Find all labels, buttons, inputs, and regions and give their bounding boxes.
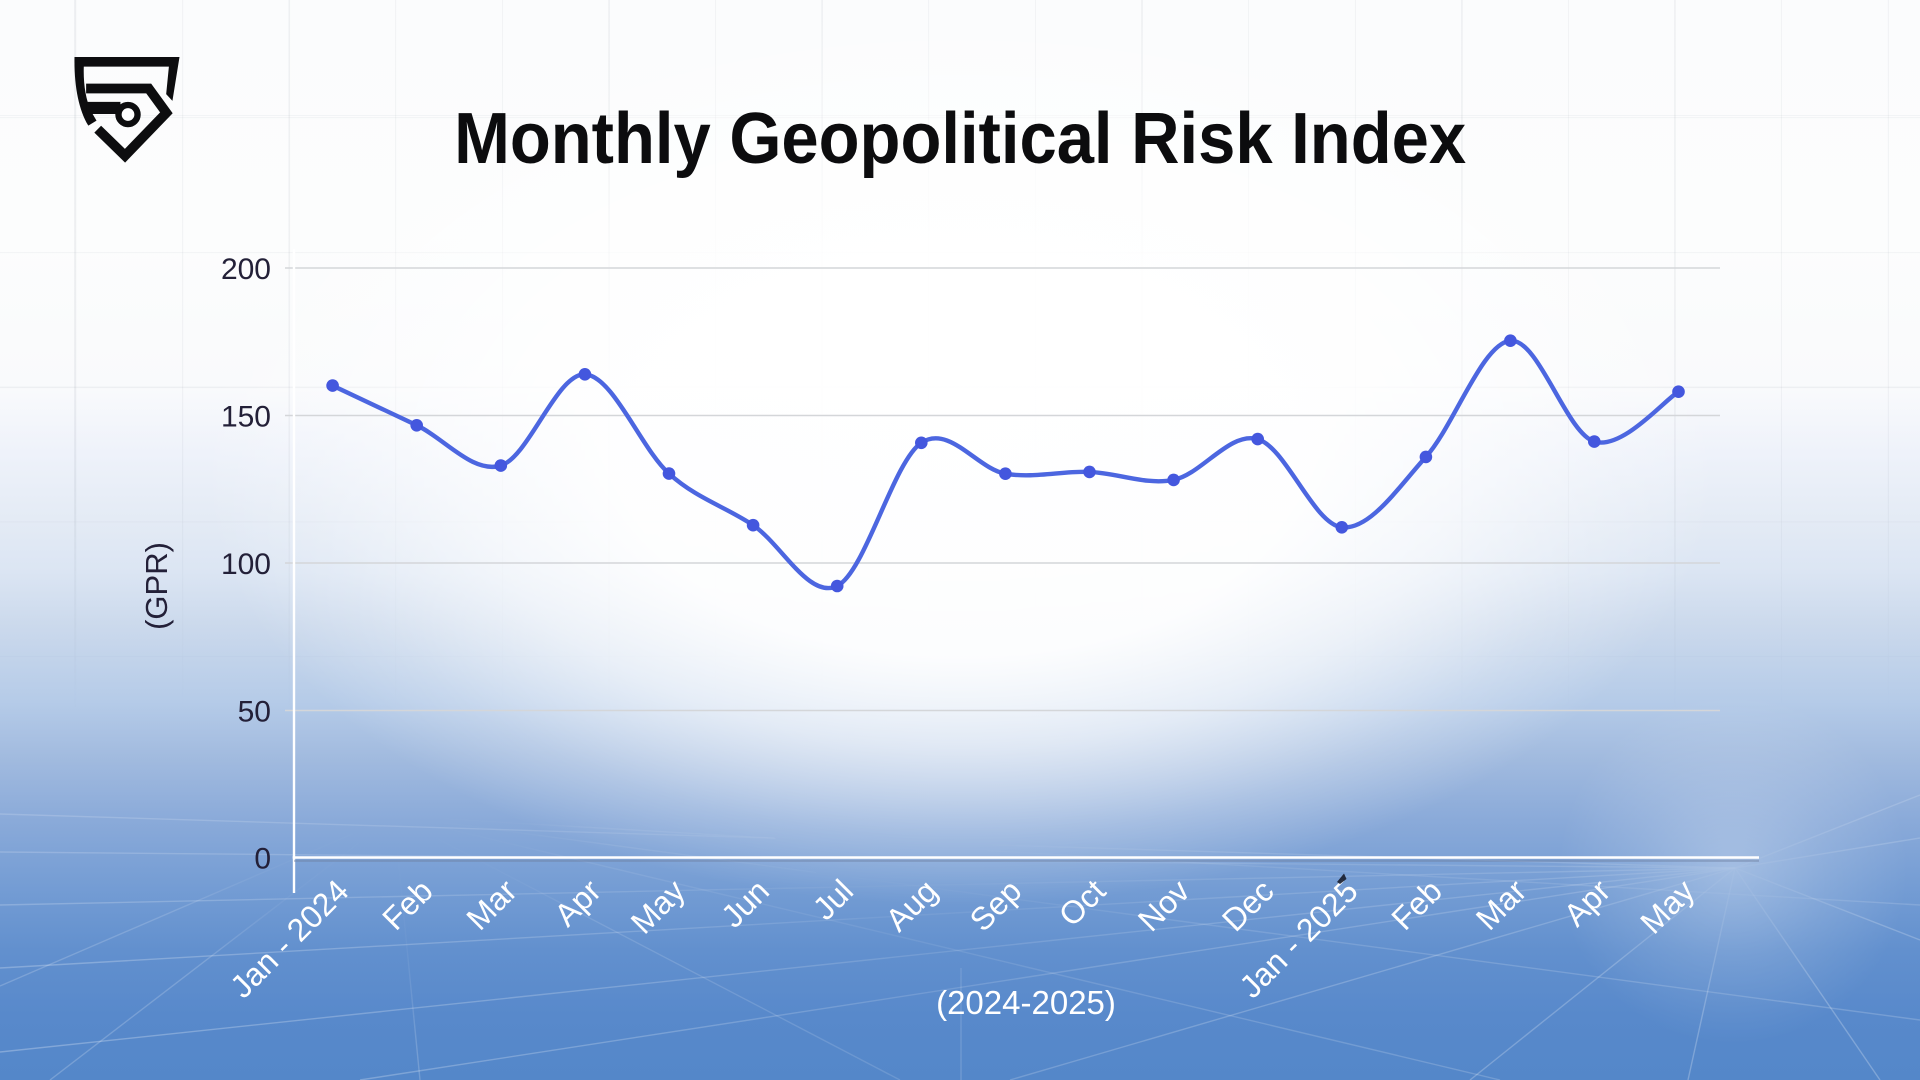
- svg-text:200: 200: [221, 253, 271, 286]
- svg-text:Sep: Sep: [963, 872, 1029, 938]
- svg-text:50: 50: [238, 696, 271, 729]
- svg-text:100: 100: [221, 548, 271, 581]
- svg-text:(GPR): (GPR): [139, 542, 174, 630]
- svg-text:Mar: Mar: [459, 872, 524, 937]
- svg-text:Apr: Apr: [547, 872, 608, 933]
- svg-text:150: 150: [221, 401, 271, 434]
- svg-text:Mar: Mar: [1469, 872, 1534, 937]
- svg-text:Aug: Aug: [879, 872, 945, 938]
- svg-text:Jun: Jun: [714, 872, 776, 934]
- svg-text:Feb: Feb: [375, 872, 439, 936]
- svg-text:Oct: Oct: [1052, 872, 1113, 933]
- svg-text:Jan - 2024: Jan - 2024: [223, 872, 355, 1004]
- svg-text:Apr: Apr: [1557, 872, 1618, 933]
- svg-text:Feb: Feb: [1384, 872, 1448, 936]
- svg-text:May: May: [1633, 872, 1701, 940]
- svg-text:Dec: Dec: [1215, 872, 1281, 938]
- svg-text:Nov: Nov: [1131, 872, 1197, 938]
- svg-text:Jul: Jul: [806, 872, 860, 926]
- svg-text:0: 0: [254, 843, 271, 876]
- svg-text:(2024-2025): (2024-2025): [936, 984, 1116, 1021]
- svg-text:May: May: [624, 872, 692, 940]
